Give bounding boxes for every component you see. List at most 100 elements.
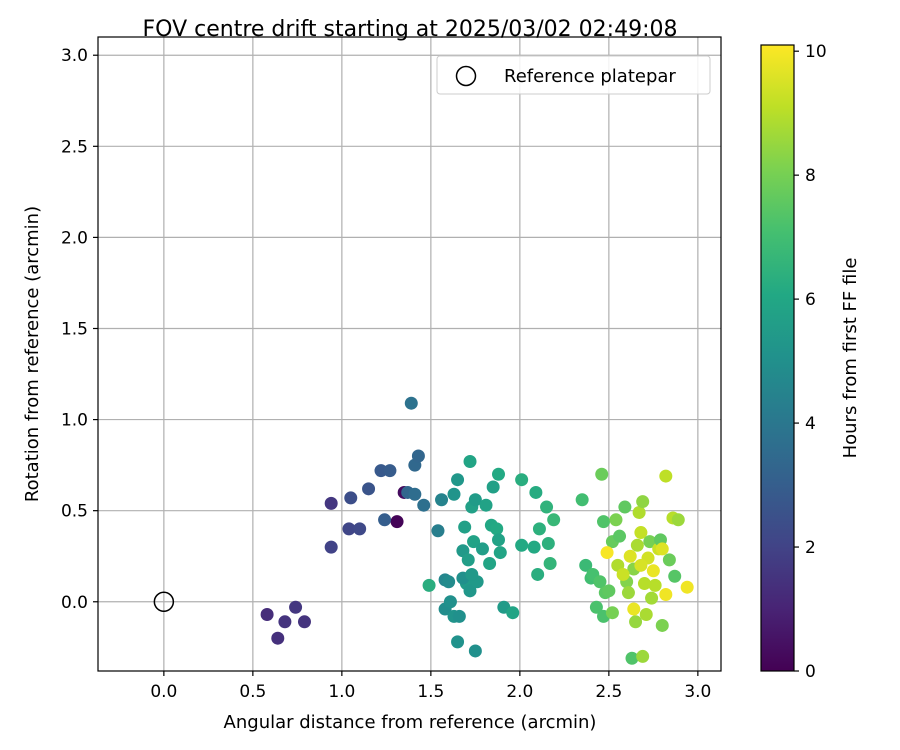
data-point: [467, 535, 481, 549]
y-tick-label: 3.0: [61, 46, 88, 66]
colorbar-tick-label: 6: [805, 290, 816, 310]
data-point: [540, 500, 554, 514]
data-point: [659, 587, 673, 601]
data-point: [408, 487, 422, 501]
colorbar-gradient: [760, 44, 795, 672]
data-point: [655, 542, 669, 556]
data-point: [643, 535, 657, 549]
data-point: [515, 473, 529, 487]
data-point: [458, 520, 472, 534]
data-point: [648, 578, 662, 592]
data-point: [618, 500, 632, 514]
data-point: [297, 615, 311, 629]
x-tick-label: 1.0: [328, 682, 355, 702]
colorbar-tick-label: 2: [805, 538, 816, 558]
data-point: [411, 449, 425, 463]
data-point: [486, 480, 500, 494]
y-tick-label: 1.0: [61, 411, 88, 431]
data-point: [260, 608, 274, 622]
legend-box: [436, 55, 711, 95]
data-point: [547, 513, 561, 527]
colorbar-label: Hours from first FF file: [840, 258, 861, 459]
data-point: [575, 493, 589, 507]
data-point: [529, 485, 543, 499]
data-point: [390, 515, 404, 529]
data-point: [404, 396, 418, 410]
grid-lines: [98, 37, 721, 671]
data-point: [278, 615, 292, 629]
data-point: [527, 540, 541, 554]
data-point: [443, 595, 457, 609]
data-point: [492, 533, 505, 547]
data-point: [442, 575, 456, 589]
data-point: [636, 649, 650, 663]
data-point: [616, 567, 630, 581]
data-point: [479, 498, 493, 512]
data-point: [671, 513, 685, 527]
data-point: [289, 600, 303, 614]
data-point: [634, 526, 648, 540]
data-point: [543, 557, 557, 571]
data-point: [468, 644, 482, 658]
data-point: [452, 609, 466, 623]
data-point: [431, 524, 445, 538]
data-point: [662, 553, 676, 567]
data-point: [463, 454, 477, 468]
colorbar-tick-label: 0: [805, 662, 816, 682]
colorbar-tick-label: 10: [805, 42, 827, 62]
data-point: [595, 467, 609, 481]
x-tick-label: 0.5: [239, 682, 266, 702]
data-point: [625, 651, 639, 665]
y-tick-label: 2.5: [61, 137, 88, 157]
data-point: [680, 580, 694, 594]
data-point: [461, 553, 475, 567]
data-point: [465, 567, 479, 581]
data-point: [447, 487, 461, 501]
data-point: [531, 567, 545, 581]
data-point: [646, 564, 660, 578]
y-tick-label: 0.5: [61, 502, 88, 522]
data-point: [378, 513, 392, 527]
data-point: [435, 493, 449, 507]
y-axis-ticks: 0.0 0.5 1.0 1.5 2.0 2.5 3.0: [61, 46, 98, 613]
x-tick-label: 2.5: [595, 682, 622, 702]
data-point: [589, 600, 603, 614]
colorbar: 0 2 4 6 8 10 Hours from first FF file: [760, 42, 861, 682]
data-point: [492, 467, 505, 481]
data-point: [463, 584, 477, 598]
data-point: [637, 577, 651, 591]
data-point: [532, 522, 546, 536]
data-point: [475, 542, 489, 556]
data-point: [490, 522, 504, 536]
data-point: [655, 618, 669, 632]
data-points: [260, 396, 694, 665]
data-point: [613, 529, 627, 543]
data-point: [271, 631, 285, 645]
legend: Reference platepar: [436, 55, 711, 95]
data-point: [324, 496, 338, 510]
x-tick-label: 1.5: [417, 682, 444, 702]
data-point: [541, 536, 555, 550]
legend-reference-marker: [455, 65, 477, 87]
data-point: [623, 549, 637, 563]
data-point: [362, 482, 376, 496]
x-tick-label: 0.0: [150, 682, 177, 702]
data-point: [344, 491, 358, 505]
chart-title: FOV centre drift starting at 2025/03/02 …: [143, 17, 678, 42]
data-point: [506, 606, 520, 620]
data-point: [324, 540, 338, 554]
data-point: [634, 558, 648, 572]
reference-marker-layer: [153, 591, 175, 613]
data-point: [353, 522, 367, 536]
data-point: [422, 578, 436, 592]
data-point: [636, 495, 650, 509]
data-point: [605, 606, 619, 620]
data-point: [609, 513, 623, 527]
data-point: [593, 575, 607, 589]
data-point: [627, 602, 641, 616]
data-point: [659, 469, 673, 483]
data-point: [630, 538, 644, 552]
data-point: [451, 635, 465, 649]
data-point: [468, 493, 482, 507]
